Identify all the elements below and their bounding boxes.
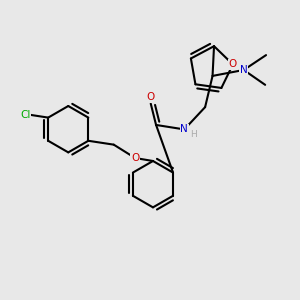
Text: O: O — [131, 153, 139, 163]
Text: Cl: Cl — [20, 110, 31, 120]
Text: O: O — [229, 59, 237, 69]
Text: O: O — [147, 92, 155, 102]
Text: N: N — [180, 124, 188, 134]
Text: H: H — [190, 130, 196, 139]
Text: N: N — [240, 65, 247, 75]
